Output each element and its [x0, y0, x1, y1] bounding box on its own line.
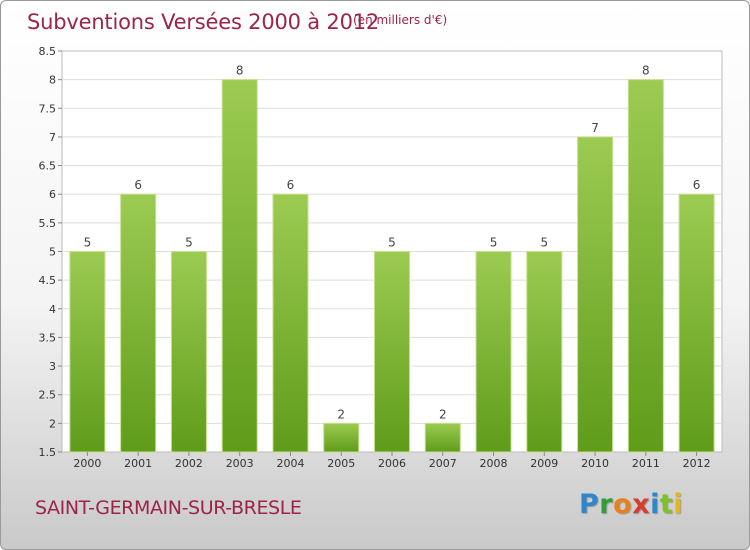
data-label: 5 [388, 236, 396, 250]
bar [627, 79, 664, 453]
x-tick-label: 2003 [226, 457, 254, 470]
x-tick-label: 2006 [378, 457, 406, 470]
data-label: 2 [337, 407, 345, 421]
x-tick-label: 2001 [124, 457, 152, 470]
y-tick-label: 5.5 [39, 217, 57, 230]
y-axis: 1.5 2 2.5 3 3.5 4 4.5 5 5.5 6 6.5 7 7.5 8 8.5 [39, 45, 62, 459]
y-tick-label: 3 [49, 360, 56, 373]
bar [69, 251, 106, 453]
bar [678, 193, 715, 453]
y-tick-label: 8 [49, 74, 56, 87]
logo-letter: x [632, 489, 651, 520]
bar [424, 422, 461, 453]
logo-letter: r [599, 489, 614, 520]
x-tick-label: 2011 [632, 457, 660, 470]
logo-letter: t [659, 489, 674, 520]
x-tick-label: 2004 [276, 457, 304, 470]
data-label: 5 [185, 236, 193, 250]
y-tick-label: 4.5 [39, 274, 57, 287]
x-tick-label: 2010 [581, 457, 609, 470]
data-label: 8 [642, 64, 650, 78]
x-axis: 2000 2001 2002 2003 2004 2005 2006 2007 2008 2009… [73, 452, 711, 470]
bar [526, 251, 563, 453]
data-label: 6 [287, 178, 295, 192]
y-tick-label: 6 [49, 188, 56, 201]
bar [323, 422, 360, 453]
x-tick-label: 2007 [429, 457, 457, 470]
x-tick-label: 2000 [73, 457, 101, 470]
y-tick-label: 2.5 [39, 389, 57, 402]
x-tick-label: 2008 [480, 457, 508, 470]
y-tick-label: 5 [49, 246, 56, 259]
logo-letter: i [650, 489, 660, 520]
x-tick-label: 2012 [683, 457, 711, 470]
y-tick-label: 1.5 [39, 446, 57, 459]
bars: 5 6 5 8 6 2 5 2 5 5 7 8 6 [69, 64, 715, 453]
bar [475, 251, 512, 453]
y-tick-label: 7.5 [39, 102, 57, 115]
data-label: 8 [236, 64, 244, 78]
town-name: SAINT-GERMAIN-SUR-BRESLE [35, 497, 302, 519]
x-tick-label: 2002 [175, 457, 203, 470]
y-tick-label: 2 [49, 417, 56, 430]
x-tick-label: 2009 [530, 457, 558, 470]
y-tick-label: 6.5 [39, 160, 57, 173]
bar [577, 136, 614, 453]
proxiti-logo: Proxiti [579, 489, 683, 520]
bar [373, 251, 411, 453]
bar [272, 193, 309, 453]
data-label: 6 [134, 178, 142, 192]
bar [120, 193, 157, 453]
data-label: 5 [490, 236, 498, 250]
data-label: 5 [84, 236, 92, 250]
chart-title: Subventions Versées 2000 à 2012 [27, 10, 380, 34]
bar [221, 79, 258, 453]
logo-letter: P [579, 489, 600, 520]
logo-letter: o [613, 489, 633, 520]
data-label: 7 [591, 121, 599, 135]
data-label: 6 [693, 178, 701, 192]
data-label: 2 [439, 407, 447, 421]
y-tick-label: 8.5 [39, 45, 57, 58]
y-tick-label: 4 [49, 303, 56, 316]
y-tick-label: 7 [49, 131, 56, 144]
bar [170, 251, 207, 453]
y-tick-label: 3.5 [39, 331, 57, 344]
logo-letter: i [673, 489, 684, 520]
x-tick-label: 2005 [327, 457, 355, 470]
chart-subtitle: (en milliers d'€) [353, 13, 448, 27]
data-label: 5 [540, 236, 548, 250]
